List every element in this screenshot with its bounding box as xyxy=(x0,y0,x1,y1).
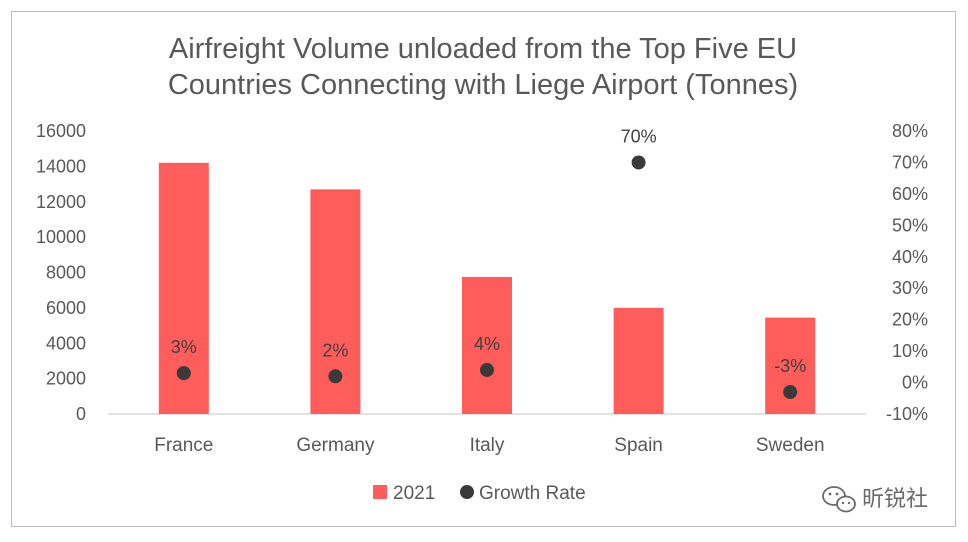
bar-italy xyxy=(462,276,512,414)
right-tick-label: -10% xyxy=(886,404,928,424)
watermark: 昕锐社 xyxy=(822,486,928,513)
growth-label-germany: 2% xyxy=(322,340,348,360)
left-tick-label: 16000 xyxy=(36,121,86,141)
growth-rate-series xyxy=(176,155,798,399)
left-tick-label: 6000 xyxy=(46,298,86,318)
bar-spain xyxy=(613,307,664,414)
category-label-germany: Germany xyxy=(296,435,375,456)
right-axis-ticks: -10% 0% 10% 20% 30% 40% 50% 60% 70% 80% xyxy=(886,121,928,424)
left-tick-label: 10000 xyxy=(36,227,86,247)
wechat-icon xyxy=(822,486,856,513)
growth-point-france xyxy=(176,366,191,381)
right-tick-label: 40% xyxy=(892,247,928,267)
growth-label-italy: 4% xyxy=(474,334,500,354)
growth-rate-labels: 3% 2% 4% 70% -3% xyxy=(171,126,806,376)
legend-swatch-2021 xyxy=(373,485,387,499)
chart-title-line-2: Countries Connecting with Liege Airport … xyxy=(168,69,798,101)
right-tick-label: 80% xyxy=(892,121,928,141)
right-tick-label: 30% xyxy=(892,278,928,298)
growth-label-france: 3% xyxy=(171,337,197,357)
left-tick-label: 4000 xyxy=(46,333,86,353)
legend: 2021 Growth Rate xyxy=(373,483,586,504)
left-tick-label: 0 xyxy=(76,404,86,424)
right-tick-label: 60% xyxy=(892,184,928,204)
right-tick-label: 20% xyxy=(892,310,928,330)
legend-label-2021: 2021 xyxy=(393,483,435,504)
watermark-text: 昕锐社 xyxy=(862,487,928,512)
chart-title-line-1: Airfreight Volume unloaded from the Top … xyxy=(169,33,797,65)
right-tick-label: 70% xyxy=(892,152,928,172)
chart-title: Airfreight Volume unloaded from the Top … xyxy=(168,33,798,101)
category-labels: France Germany Italy Spain Sweden xyxy=(154,435,824,456)
category-label-italy: Italy xyxy=(470,435,505,456)
legend-label-growth-rate: Growth Rate xyxy=(479,483,586,504)
left-tick-label: 2000 xyxy=(46,369,86,389)
growth-point-italy xyxy=(480,362,494,377)
left-tick-label: 14000 xyxy=(36,156,86,176)
growth-label-spain: 70% xyxy=(621,126,657,146)
category-label-spain: Spain xyxy=(614,435,663,456)
category-label-sweden: Sweden xyxy=(756,435,825,456)
left-axis-ticks: 0 2000 4000 6000 8000 10000 12000 14000 16000 xyxy=(36,121,86,424)
category-label-france: France xyxy=(154,435,213,456)
right-tick-label: 0% xyxy=(902,373,928,393)
growth-point-spain xyxy=(631,155,646,170)
right-tick-label: 50% xyxy=(892,215,928,235)
right-tick-label: 10% xyxy=(892,341,928,361)
growth-label-sweden: -3% xyxy=(774,356,806,376)
growth-point-germany xyxy=(328,369,343,384)
left-tick-label: 8000 xyxy=(46,263,86,283)
legend-marker-growth-rate xyxy=(460,485,474,499)
left-tick-label: 12000 xyxy=(36,192,86,212)
growth-point-sweden xyxy=(783,384,798,399)
